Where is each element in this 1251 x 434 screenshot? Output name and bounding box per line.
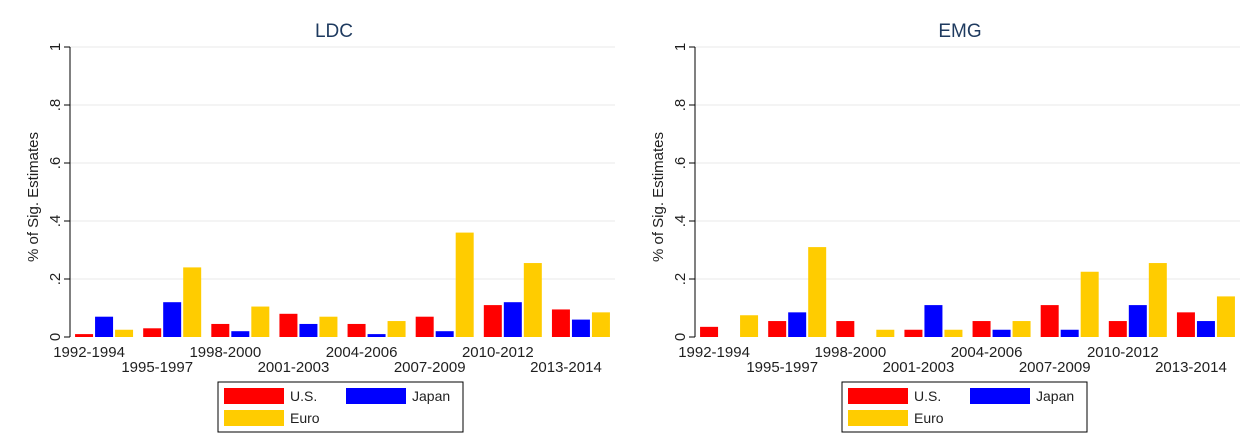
bar-japan-6	[503, 302, 522, 337]
legend-swatch-japan	[970, 388, 1030, 404]
y-tick-label: 0	[672, 333, 689, 341]
bar-us-4	[972, 321, 991, 337]
x-tick-label: 2010-2012	[462, 344, 534, 361]
legend-label: U.S.	[914, 388, 941, 404]
y-tick-label: .2	[672, 273, 689, 286]
bar-euro-1	[183, 267, 202, 337]
x-tick-label: 1992-1994	[53, 344, 125, 361]
legend-label: Japan	[412, 388, 450, 404]
bar-euro-2	[876, 329, 895, 337]
bar-us-6	[1108, 321, 1127, 337]
y-tick-label: .8	[672, 99, 689, 112]
legend-swatch-euro	[848, 410, 908, 426]
bar-us-3	[279, 313, 298, 337]
bar-us-0	[75, 334, 94, 337]
y-tick-label: 1	[672, 43, 689, 51]
bar-euro-3	[944, 329, 963, 337]
bar-us-5	[415, 316, 434, 337]
bar-japan-2	[231, 331, 250, 337]
bar-us-7	[1176, 312, 1195, 337]
bar-euro-0	[115, 329, 134, 337]
x-tick-label: 1992-1994	[678, 344, 750, 361]
bar-us-0	[700, 326, 719, 337]
bar-japan-5	[435, 331, 454, 337]
chart-panel-0: LDC 0 .2 .4 .6 .8 1 % of Sig. Estimates 1992-199…	[25, 21, 615, 433]
bar-euro-4	[1012, 321, 1031, 337]
bar-us-2	[211, 323, 230, 337]
legend-swatch-us	[848, 388, 908, 404]
bar-japan-7	[571, 319, 590, 337]
x-tick-label: 1998-2000	[814, 344, 886, 361]
y-tick-label: .4	[672, 215, 689, 228]
y-axis-label: % of Sig. Estimates	[650, 132, 667, 262]
bar-us-2	[836, 321, 855, 337]
legend-swatch-japan	[346, 388, 406, 404]
bar-euro-5	[455, 232, 474, 337]
bar-us-7	[551, 309, 570, 337]
bar-euro-7	[591, 312, 610, 337]
y-tick-label: .6	[672, 157, 689, 170]
x-tick-label: 2004-2006	[951, 344, 1023, 361]
bar-japan-6	[1128, 305, 1147, 337]
y-tick-label: .6	[47, 157, 64, 170]
bar-japan-5	[1060, 329, 1079, 337]
bar-euro-5	[1080, 271, 1099, 337]
bar-us-5	[1040, 305, 1059, 337]
bar-euro-6	[523, 263, 542, 337]
bar-us-4	[347, 323, 366, 337]
x-tick-label: 1998-2000	[189, 344, 261, 361]
chart-title: EMG	[938, 21, 981, 42]
chart-panel-1: EMG 0 .2 .4 .6 .8 1 % of Sig. Estimates 1992-199…	[650, 21, 1240, 433]
bar-japan-0	[95, 316, 114, 337]
legend-label: Euro	[290, 410, 320, 426]
bar-euro-3	[319, 316, 338, 337]
x-tick-label: 2001-2003	[883, 359, 955, 376]
y-axis-label: % of Sig. Estimates	[25, 132, 42, 262]
bar-us-1	[143, 328, 162, 337]
bar-euro-7	[1216, 296, 1235, 337]
bar-japan-7	[1196, 321, 1215, 337]
bar-euro-2	[251, 306, 270, 337]
x-tick-label: 1995-1997	[746, 359, 818, 376]
bar-us-1	[768, 321, 787, 337]
bar-japan-4	[367, 334, 386, 337]
bar-japan-3	[299, 323, 318, 337]
legend-swatch-us	[224, 388, 284, 404]
legend-label: U.S.	[290, 388, 317, 404]
legend-swatch-euro	[224, 410, 284, 426]
y-tick-label: .8	[47, 99, 64, 112]
bar-euro-0	[740, 315, 759, 337]
x-tick-label: 1995-1997	[121, 359, 193, 376]
bar-japan-1	[163, 302, 182, 337]
bar-japan-3	[924, 305, 943, 337]
x-tick-label: 2007-2009	[394, 359, 466, 376]
x-tick-label: 2013-2014	[1155, 359, 1227, 376]
x-tick-label: 2001-2003	[258, 359, 330, 376]
bar-euro-6	[1148, 263, 1167, 337]
bar-us-6	[483, 305, 502, 337]
bar-euro-1	[808, 247, 827, 337]
x-tick-label: 2010-2012	[1087, 344, 1159, 361]
legend: U.S. Japan Euro	[217, 381, 464, 433]
x-tick-label: 2013-2014	[530, 359, 602, 376]
y-tick-label: 1	[47, 43, 64, 51]
x-tick-label: 2004-2006	[326, 344, 398, 361]
chart-title: LDC	[315, 21, 353, 42]
legend: U.S. Japan Euro	[841, 381, 1088, 433]
y-tick-label: .4	[47, 215, 64, 228]
bar-us-3	[904, 329, 923, 337]
bar-japan-4	[992, 329, 1011, 337]
legend-label: Japan	[1036, 388, 1074, 404]
x-tick-label: 2007-2009	[1019, 359, 1091, 376]
bar-euro-4	[387, 321, 406, 337]
y-tick-label: .2	[47, 273, 64, 286]
bar-japan-1	[788, 312, 807, 337]
y-tick-label: 0	[47, 333, 64, 341]
legend-label: Euro	[914, 410, 944, 426]
